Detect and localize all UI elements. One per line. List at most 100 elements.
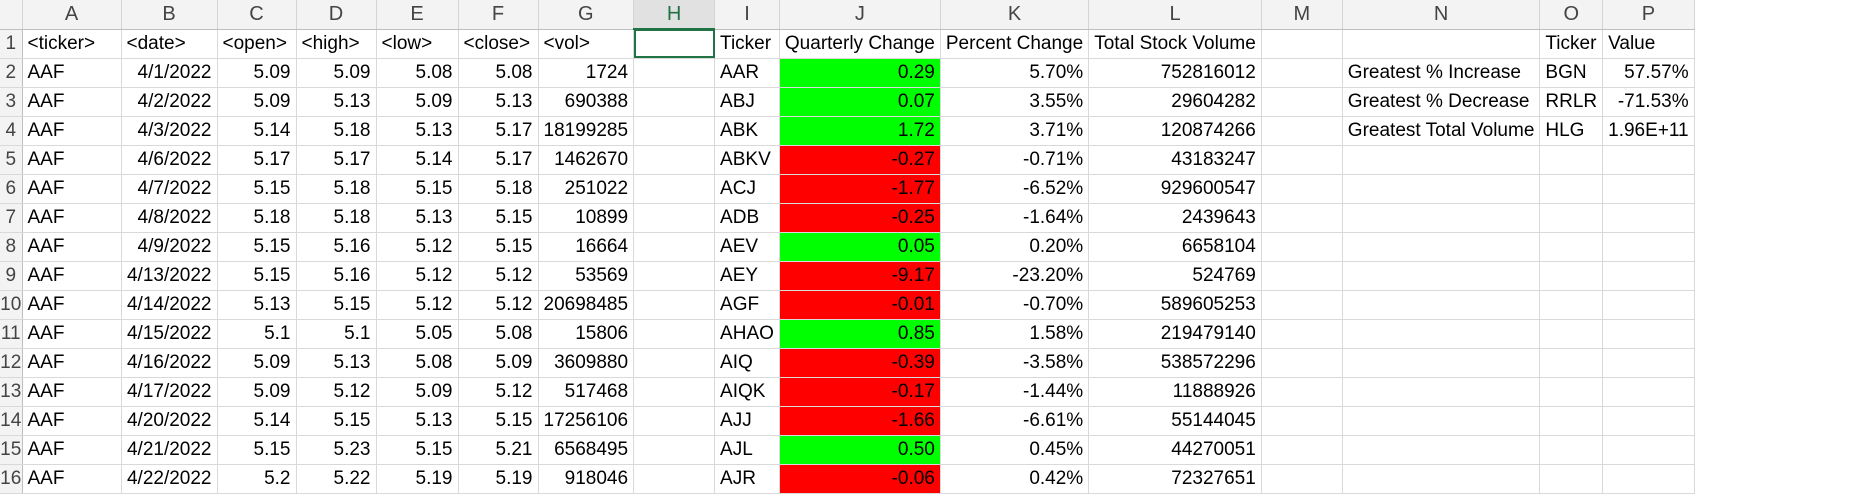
cell-l6[interactable]: 929600547 [1088,174,1262,204]
cell-e2[interactable]: 5.08 [376,58,459,88]
cell-f2[interactable]: 5.08 [458,58,539,88]
cell-m9[interactable] [1261,261,1343,291]
cell-j3[interactable]: 0.07 [779,87,941,117]
cell-i15[interactable]: AJL [714,435,780,465]
cell-c11[interactable]: 5.1 [217,319,297,349]
cell-j11[interactable]: 0.85 [779,319,941,349]
cell-m14[interactable] [1261,406,1343,436]
cell-g9[interactable]: 53569 [538,261,635,291]
cell-f13[interactable]: 5.12 [458,377,539,407]
cell-d6[interactable]: 5.18 [296,174,377,204]
cell-p8[interactable] [1602,232,1695,262]
cell-h3[interactable] [633,87,716,117]
cell-l7[interactable]: 2439643 [1088,203,1262,233]
cell-l3[interactable]: 29604282 [1088,87,1262,117]
cell-d11[interactable]: 5.1 [296,319,377,349]
cell-b13[interactable]: 4/17/2022 [121,377,218,407]
cell-l13[interactable]: 11888926 [1088,377,1262,407]
cell-b1[interactable]: <date> [121,29,218,59]
cell-k5[interactable]: -0.71% [940,145,1090,175]
cell-f15[interactable]: 5.21 [458,435,539,465]
cell-p6[interactable] [1602,174,1695,204]
cell-l4[interactable]: 120874266 [1088,116,1262,146]
cell-a3[interactable]: AAF [22,87,122,117]
cell-e15[interactable]: 5.15 [376,435,459,465]
cell-n13[interactable] [1342,377,1541,407]
cell-a13[interactable]: AAF [22,377,122,407]
cell-l10[interactable]: 589605253 [1088,290,1262,320]
cell-e1[interactable]: <low> [376,29,459,59]
cell-l15[interactable]: 44270051 [1088,435,1262,465]
cell-c13[interactable]: 5.09 [217,377,297,407]
cell-e11[interactable]: 5.05 [376,319,459,349]
cell-i3[interactable]: ABJ [714,87,780,117]
cell-a4[interactable]: AAF [22,116,122,146]
column-header-e[interactable]: E [376,0,459,30]
cell-n10[interactable] [1342,290,1541,320]
cell-a10[interactable]: AAF [22,290,122,320]
cell-b6[interactable]: 4/7/2022 [121,174,218,204]
cell-a12[interactable]: AAF [22,348,122,378]
cell-n7[interactable] [1342,203,1541,233]
cell-i16[interactable]: AJR [714,464,780,494]
cell-p16[interactable] [1602,464,1695,494]
cell-e4[interactable]: 5.13 [376,116,459,146]
cell-p4[interactable]: 1.96E+11 [1602,116,1695,146]
cell-d12[interactable]: 5.13 [296,348,377,378]
cell-h5[interactable] [633,145,716,175]
cell-g1[interactable]: <vol> [538,29,635,59]
cell-g8[interactable]: 16664 [538,232,635,262]
column-header-h[interactable]: H [633,0,716,30]
cell-p13[interactable] [1602,377,1695,407]
cell-p9[interactable] [1602,261,1695,291]
cell-k14[interactable]: -6.61% [940,406,1090,436]
cell-d14[interactable]: 5.15 [296,406,377,436]
cell-a7[interactable]: AAF [22,203,122,233]
cell-g7[interactable]: 10899 [538,203,635,233]
cell-o9[interactable] [1539,261,1604,291]
cell-a8[interactable]: AAF [22,232,122,262]
cell-i11[interactable]: AHAO [714,319,780,349]
cell-p15[interactable] [1602,435,1695,465]
cell-f7[interactable]: 5.15 [458,203,539,233]
cell-i10[interactable]: AGF [714,290,780,320]
cell-o16[interactable] [1539,464,1604,494]
cell-k12[interactable]: -3.58% [940,348,1090,378]
cell-n14[interactable] [1342,406,1541,436]
row-header[interactable]: 12 [0,348,23,378]
cell-i14[interactable]: AJJ [714,406,780,436]
row-header[interactable]: 9 [0,261,23,291]
column-header-c[interactable]: C [217,0,297,30]
cell-h10[interactable] [633,290,716,320]
cell-l16[interactable]: 72327651 [1088,464,1262,494]
cell-h8[interactable] [633,232,716,262]
cell-a15[interactable]: AAF [22,435,122,465]
cell-m3[interactable] [1261,87,1343,117]
column-header-b[interactable]: B [121,0,218,30]
cell-n12[interactable] [1342,348,1541,378]
cell-o7[interactable] [1539,203,1604,233]
cell-g13[interactable]: 517468 [538,377,635,407]
cell-f1[interactable]: <close> [458,29,539,59]
column-header-m[interactable]: M [1261,0,1343,30]
cell-k9[interactable]: -23.20% [940,261,1090,291]
row-header[interactable]: 2 [0,58,23,88]
row-header[interactable]: 7 [0,203,23,233]
cell-m16[interactable] [1261,464,1343,494]
cell-m12[interactable] [1261,348,1343,378]
cell-o5[interactable] [1539,145,1604,175]
cell-j4[interactable]: 1.72 [779,116,941,146]
cell-b9[interactable]: 4/13/2022 [121,261,218,291]
cell-n9[interactable] [1342,261,1541,291]
cell-d8[interactable]: 5.16 [296,232,377,262]
cell-l9[interactable]: 524769 [1088,261,1262,291]
cell-h13[interactable] [633,377,716,407]
cell-n4[interactable]: Greatest Total Volume [1342,116,1541,146]
cell-m8[interactable] [1261,232,1343,262]
cell-b2[interactable]: 4/1/2022 [121,58,218,88]
cell-h6[interactable] [633,174,716,204]
cell-i6[interactable]: ACJ [714,174,780,204]
cell-e6[interactable]: 5.15 [376,174,459,204]
cell-m5[interactable] [1261,145,1343,175]
cell-i2[interactable]: AAR [714,58,780,88]
